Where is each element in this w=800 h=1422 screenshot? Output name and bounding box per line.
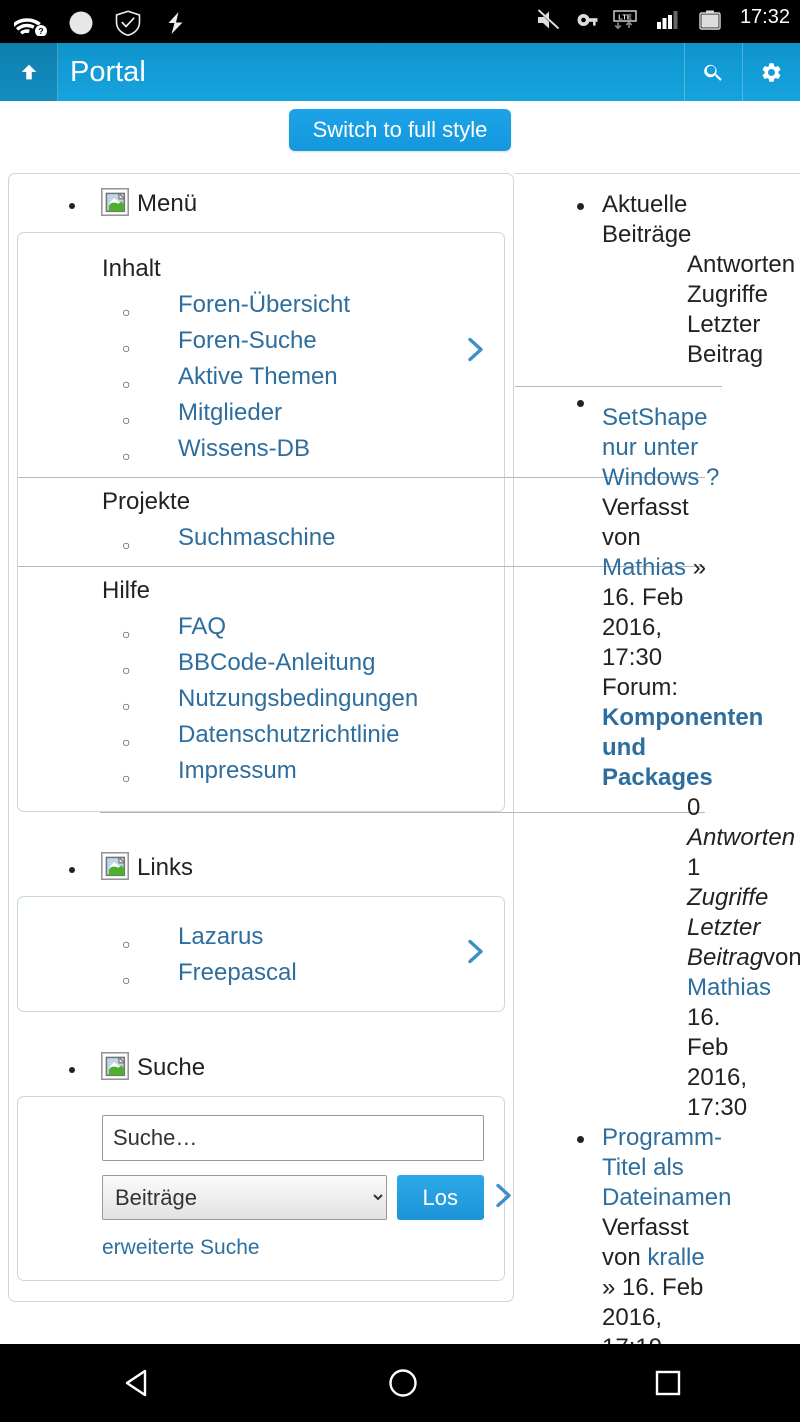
svg-text:LTE: LTE [618,12,632,21]
svg-text:?: ? [38,26,43,36]
